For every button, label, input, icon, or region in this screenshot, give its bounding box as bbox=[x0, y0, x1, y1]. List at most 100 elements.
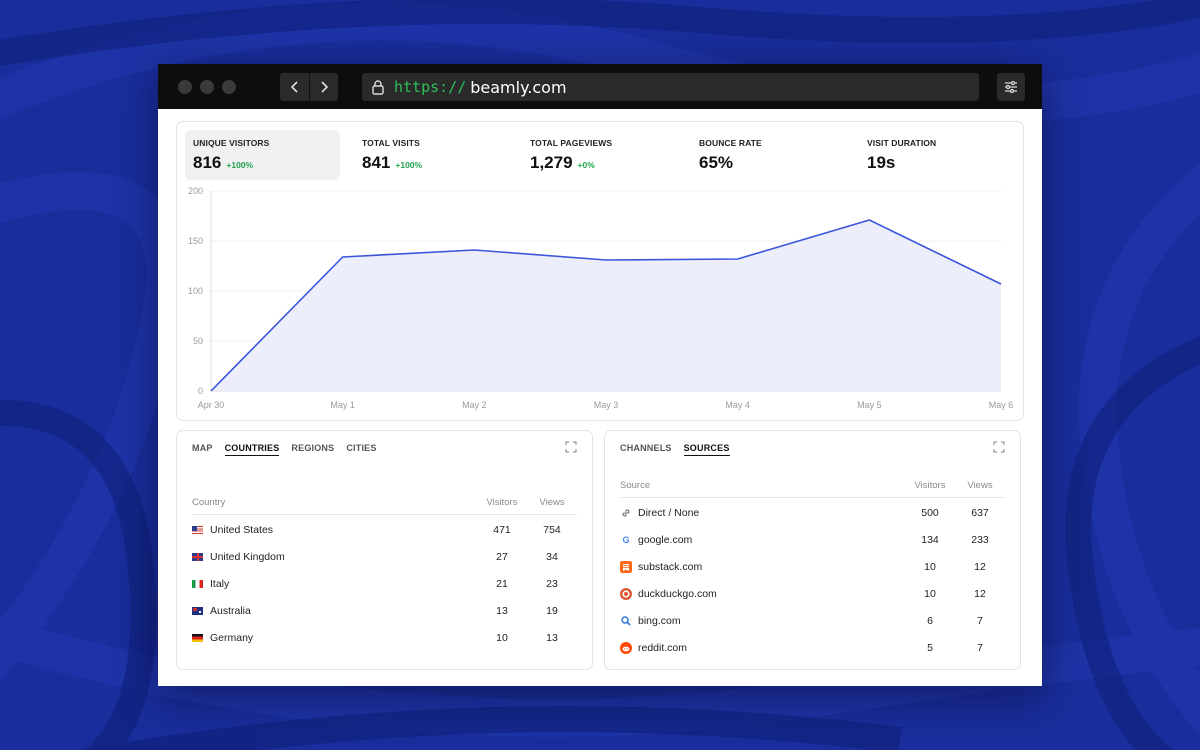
stats-card: UNIQUE VISITORS 816 +100% TOTAL VISITS 84… bbox=[176, 121, 1024, 421]
window-maximize-dot[interactable] bbox=[222, 80, 236, 94]
stat-label: VISIT DURATION bbox=[867, 138, 937, 148]
chevron-right-icon bbox=[321, 81, 329, 93]
tab-map[interactable]: MAP bbox=[192, 443, 213, 453]
duckduckgo-icon bbox=[620, 588, 632, 600]
stat-value: 816 bbox=[193, 153, 222, 172]
address-bar[interactable]: https:// beamly.com bbox=[362, 73, 979, 101]
expand-icon[interactable] bbox=[565, 441, 577, 453]
column-header-views: Views bbox=[967, 480, 993, 491]
table-row[interactable]: United Kingdom 27 34 bbox=[192, 549, 577, 565]
x-tick-label: Apr 30 bbox=[198, 400, 225, 410]
visitors-count: 5 bbox=[927, 642, 933, 654]
settings-button[interactable] bbox=[997, 73, 1025, 101]
sources-table-header: Source Visitors Views bbox=[620, 480, 1005, 498]
forward-button[interactable] bbox=[309, 73, 338, 101]
table-row[interactable]: Italy 21 23 bbox=[192, 576, 577, 592]
us-flag-icon bbox=[192, 526, 203, 534]
browser-window: https:// beamly.com UNIQUE VISITORS 816 +… bbox=[158, 64, 1042, 686]
visitors-chart[interactable]: 0 50 100 150 200 Apr 30 May 1 May 2 May 3 May 4 Ma… bbox=[177, 122, 1023, 420]
x-tick-label: May 2 bbox=[462, 400, 487, 410]
views-count: 7 bbox=[977, 642, 983, 654]
nav-buttons bbox=[280, 73, 338, 101]
browser-titlebar: https:// beamly.com bbox=[158, 64, 1042, 109]
tab-cities[interactable]: CITIES bbox=[346, 443, 377, 453]
australia-flag-icon bbox=[192, 607, 203, 615]
views-count: 754 bbox=[543, 524, 561, 536]
source-name: Direct / None bbox=[638, 507, 700, 519]
table-row[interactable]: duckduckgo.com 10 12 bbox=[620, 586, 1005, 602]
window-minimize-dot[interactable] bbox=[200, 80, 214, 94]
views-count: 7 bbox=[977, 615, 983, 627]
table-row[interactable]: bing.com 6 7 bbox=[620, 613, 1005, 629]
x-tick-label: May 1 bbox=[330, 400, 355, 410]
country-name: Australia bbox=[210, 605, 251, 617]
back-button[interactable] bbox=[280, 73, 309, 101]
stat-delta: +100% bbox=[395, 160, 423, 170]
visitors-count: 6 bbox=[927, 615, 933, 627]
source-name: substack.com bbox=[638, 561, 703, 573]
views-count: 637 bbox=[971, 507, 989, 519]
uk-flag-icon bbox=[192, 553, 203, 561]
x-tick-label: May 3 bbox=[594, 400, 619, 410]
visitors-count: 10 bbox=[496, 632, 508, 644]
visitors-count: 10 bbox=[924, 588, 936, 600]
stat-unique-visitors[interactable]: UNIQUE VISITORS 816 +100% bbox=[185, 130, 340, 180]
stat-label: TOTAL VISITS bbox=[362, 138, 420, 148]
window-close-dot[interactable] bbox=[178, 80, 192, 94]
column-header-visitors: Visitors bbox=[914, 480, 946, 491]
table-row[interactable]: United States 471 754 bbox=[192, 522, 577, 538]
url-scheme: https:// bbox=[394, 78, 467, 96]
stat-label: UNIQUE VISITORS bbox=[193, 138, 270, 148]
stat-label: TOTAL PAGEVIEWS bbox=[530, 138, 613, 148]
views-count: 233 bbox=[971, 534, 989, 546]
stat-delta: +0% bbox=[577, 160, 595, 170]
tab-regions[interactable]: REGIONS bbox=[291, 443, 335, 453]
tab-channels[interactable]: CHANNELS bbox=[620, 443, 672, 453]
views-count: 12 bbox=[974, 588, 986, 600]
table-row[interactable]: Germany 10 13 bbox=[192, 630, 577, 646]
country-name: United States bbox=[210, 524, 274, 536]
column-header-source: Source bbox=[620, 480, 651, 491]
table-row[interactable]: substack.com 10 12 bbox=[620, 559, 1005, 575]
source-name: google.com bbox=[638, 534, 693, 546]
country-name: Germany bbox=[210, 632, 254, 644]
substack-icon bbox=[620, 561, 632, 573]
tab-sources[interactable]: SOURCES bbox=[683, 443, 730, 456]
source-name: bing.com bbox=[638, 615, 681, 627]
expand-icon[interactable] bbox=[993, 441, 1005, 453]
stat-delta: +100% bbox=[226, 160, 254, 170]
column-header-country: Country bbox=[192, 497, 226, 508]
visitors-count: 13 bbox=[496, 605, 508, 617]
table-row[interactable]: reddit.com 5 7 bbox=[620, 640, 1005, 656]
stat-bounce-rate[interactable]: BOUNCE RATE 65% bbox=[691, 130, 846, 180]
sources-panel: CHANNELS SOURCES Source Visitors Views D… bbox=[604, 430, 1021, 670]
source-name: duckduckgo.com bbox=[638, 588, 717, 600]
italy-flag-icon bbox=[192, 580, 203, 588]
stat-label: BOUNCE RATE bbox=[699, 138, 762, 148]
stat-value: 19s bbox=[867, 153, 896, 172]
countries-panel: MAP COUNTRIES REGIONS CITIES Country Vis… bbox=[176, 430, 593, 670]
visitors-count: 27 bbox=[496, 551, 508, 563]
germany-flag-icon bbox=[192, 634, 203, 642]
x-tick-label: May 5 bbox=[857, 400, 882, 410]
column-header-visitors: Visitors bbox=[486, 497, 518, 508]
stat-total-visits[interactable]: TOTAL VISITS 841 +100% bbox=[354, 130, 509, 180]
table-row[interactable]: Direct / None 500 637 bbox=[620, 505, 1005, 521]
y-tick-label: 150 bbox=[188, 236, 203, 246]
chevron-left-icon bbox=[290, 81, 298, 93]
views-count: 12 bbox=[974, 561, 986, 573]
countries-table-header: Country Visitors Views bbox=[192, 497, 577, 515]
table-row[interactable]: Australia 13 19 bbox=[192, 603, 577, 619]
tab-countries[interactable]: COUNTRIES bbox=[224, 443, 280, 456]
y-tick-label: 200 bbox=[188, 186, 203, 196]
visitors-count: 10 bbox=[924, 561, 936, 573]
countries-tabs: MAP COUNTRIES REGIONS CITIES bbox=[192, 443, 377, 456]
stat-total-pageviews[interactable]: TOTAL PAGEVIEWS 1,279 +0% bbox=[522, 130, 677, 180]
visitors-count: 21 bbox=[496, 578, 508, 590]
country-name: United Kingdom bbox=[210, 551, 285, 563]
stat-visit-duration[interactable]: VISIT DURATION 19s bbox=[859, 130, 1014, 180]
stat-value: 841 bbox=[362, 153, 391, 172]
visitors-count: 134 bbox=[921, 534, 939, 546]
series-area bbox=[211, 220, 1001, 391]
